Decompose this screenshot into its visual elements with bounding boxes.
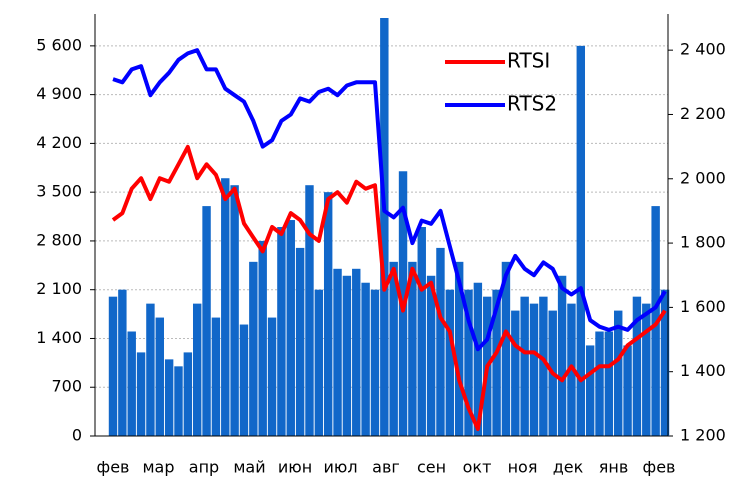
volume-bar <box>352 268 361 436</box>
volume-bar <box>286 220 295 436</box>
volume-bar <box>576 45 586 436</box>
x-tick-label: мар <box>142 458 174 477</box>
volume-bar <box>174 366 183 436</box>
x-tick-label: дек <box>553 458 584 477</box>
x-tick-label: ноя <box>508 458 538 477</box>
x-tick-label: июн <box>278 458 312 477</box>
y2-tick-label: 1 200 <box>680 426 726 445</box>
volume-bar <box>417 227 426 436</box>
volume-bar <box>221 178 230 436</box>
y-tick-label: 2 800 <box>36 230 82 249</box>
volume-bar <box>557 275 567 436</box>
volume-bar <box>295 247 305 436</box>
volume-bar <box>539 296 548 436</box>
volume-bar <box>146 303 155 436</box>
volume-bar <box>370 289 380 436</box>
y-tick-label: 4 900 <box>36 84 82 103</box>
legend-label: RTSI <box>507 49 550 73</box>
y2-tick-label: 1 800 <box>680 233 726 252</box>
volume-bar <box>361 282 370 436</box>
volume-bar <box>183 352 193 436</box>
volume-bar <box>529 303 539 436</box>
volume-bar <box>202 206 211 436</box>
volume-bar <box>445 289 455 436</box>
volume-bar <box>305 185 314 436</box>
y2-tick-label: 2 200 <box>680 104 726 123</box>
y-tick-label: 2 100 <box>36 279 82 298</box>
volume-bar <box>277 227 286 436</box>
series-line <box>112 48 667 352</box>
volume-bar <box>436 247 445 436</box>
volume-bar <box>108 296 118 436</box>
volume-bar <box>333 268 342 436</box>
y-tick-label: 700 <box>51 377 82 396</box>
volume-bar <box>230 185 239 436</box>
volume-bar <box>249 261 258 436</box>
volume-bar <box>614 310 623 436</box>
volume-bar <box>632 296 642 436</box>
x-tick-label: май <box>233 458 265 477</box>
legend-label: RTS2 <box>507 92 557 116</box>
volume-bar <box>323 192 333 436</box>
y-tick-label: 5 600 <box>36 35 82 54</box>
volume-bar <box>408 261 417 436</box>
volume-bar <box>389 261 398 436</box>
volume-bar <box>211 317 221 436</box>
volume-bar <box>258 240 267 436</box>
series-line <box>111 144 667 431</box>
volume-bar <box>380 18 389 436</box>
volume-bar <box>511 310 520 436</box>
volume-bar <box>426 275 436 436</box>
y2-tick-label: 1 600 <box>680 297 726 316</box>
y-tick-label: 1 400 <box>36 328 82 347</box>
volume-bar <box>127 331 136 436</box>
x-tick-label: июл <box>323 458 357 477</box>
y2-tick-label: 2 000 <box>680 168 726 187</box>
volume-bar <box>464 289 473 436</box>
volume-bar <box>342 275 352 436</box>
volume-bar <box>660 289 670 436</box>
y-tick-label: 4 200 <box>36 133 82 152</box>
volume-bar <box>239 324 249 436</box>
x-tick-label: апр <box>189 458 219 477</box>
volume-bar <box>520 296 529 436</box>
volume-bar <box>595 331 604 436</box>
x-tick-label: фев <box>643 458 676 477</box>
y-tick-label: 3 500 <box>36 182 82 201</box>
x-tick-label: окт <box>463 458 492 477</box>
volume-bar <box>492 289 501 436</box>
x-tick-label: фев <box>97 458 130 477</box>
volume-bar <box>267 317 277 436</box>
volume-bar <box>473 282 483 436</box>
volume-bar <box>164 359 174 436</box>
volume-bar <box>314 289 324 436</box>
volume-bar <box>192 303 202 436</box>
x-tick-label: сен <box>417 458 446 477</box>
volume-bar <box>136 352 146 436</box>
y2-tick-label: 1 400 <box>680 361 726 380</box>
volume-bar <box>155 317 164 436</box>
y-tick-label: 0 <box>72 426 82 445</box>
volume-bar <box>501 261 511 436</box>
y2-tick-label: 2 400 <box>680 40 726 59</box>
x-tick-label: авг <box>372 458 400 477</box>
volume-bar <box>585 345 595 436</box>
volume-bar <box>642 303 651 436</box>
volume-bar <box>623 345 632 436</box>
volume-bar <box>454 261 464 436</box>
volume-bar <box>118 289 127 436</box>
volume-bar <box>604 331 614 436</box>
x-tick-label: янв <box>599 458 629 477</box>
